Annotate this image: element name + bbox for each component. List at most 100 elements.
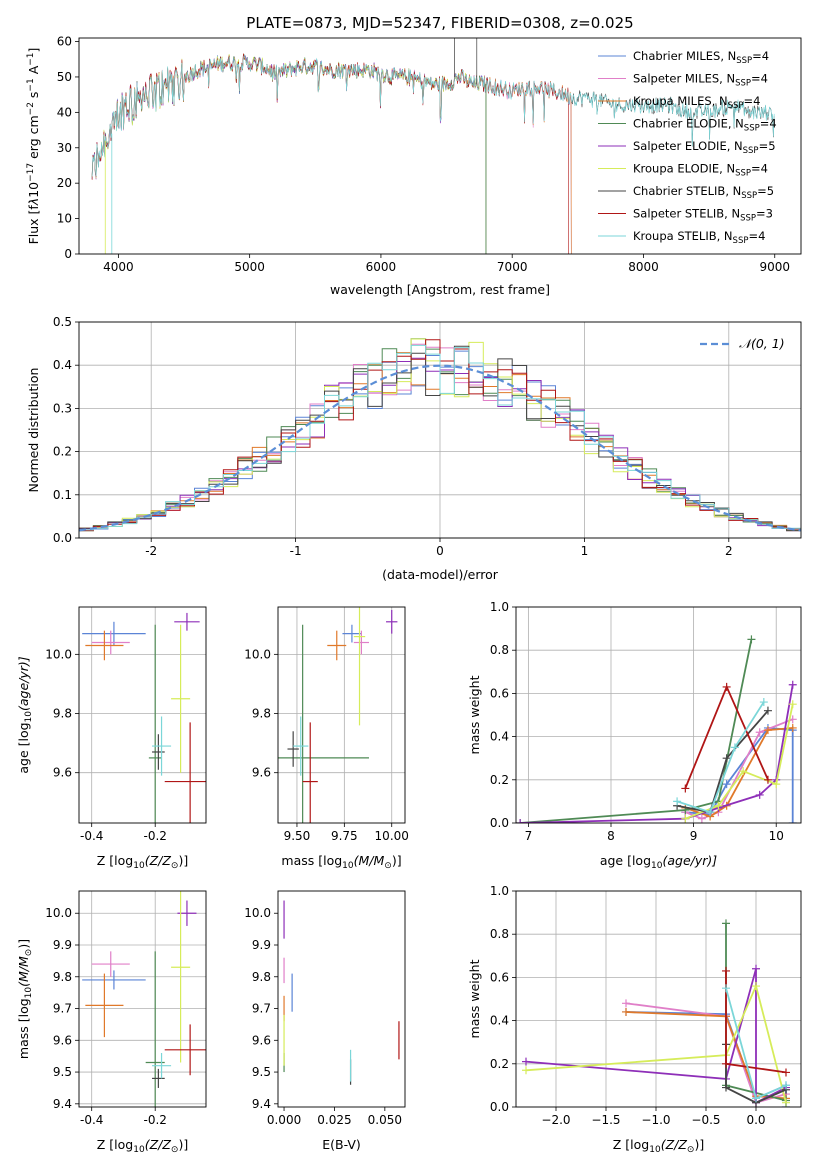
x-tick-label: −1.5 xyxy=(591,1113,620,1127)
y-tick-label: 0.4 xyxy=(490,1014,509,1028)
x-tick-label: 2 xyxy=(725,544,733,558)
plus-marker xyxy=(722,966,730,975)
y-tick-label: 9.8 xyxy=(53,707,72,721)
plot-area xyxy=(278,607,398,823)
x-tick-label: 5000 xyxy=(234,260,265,274)
legend-label: Chabrier STELIB, NSSP=5 xyxy=(633,184,774,201)
plus-marker xyxy=(714,801,723,810)
x-tick-label: -1 xyxy=(290,544,302,558)
y-tick-label: 0.2 xyxy=(53,445,72,459)
y-tick-label: 0.8 xyxy=(490,927,509,941)
y-tick-label: 9.9 xyxy=(252,938,271,952)
plus-marker xyxy=(788,723,797,732)
y-tick-label: 9.8 xyxy=(53,970,72,984)
x-tick-label: -0.2 xyxy=(143,829,166,843)
mass-vs-ebv-panel: 0.000 0.025 0.050 9.4 9.5 9.6 9.7 9.8 9.9 10.0 E(B… xyxy=(244,890,406,1152)
histogram-step xyxy=(79,344,801,538)
plus-marker xyxy=(722,919,730,928)
mass-weight-vs-age-panel: 7 8 9 10 0.0 0.2 0.4 0.6 0.8 1.0 age [log10(age/yr… xyxy=(467,600,802,871)
axes-frame xyxy=(277,606,406,824)
legend-label: Kroupa STELIB, NSSP=4 xyxy=(633,229,765,246)
y-axis-label: Normed distribution xyxy=(26,368,41,493)
y-tick-label: 9.8 xyxy=(252,970,271,984)
y-tick-label: 9.4 xyxy=(252,1097,271,1111)
plot-area xyxy=(283,900,400,1085)
mass-weight-line xyxy=(525,983,787,1103)
x-tick-label: 10.00 xyxy=(375,829,409,843)
plus-marker xyxy=(697,814,706,823)
y-tick-label: 1.0 xyxy=(490,600,509,614)
x-tick-label: 8000 xyxy=(628,260,659,274)
plus-marker xyxy=(782,1081,790,1090)
plus-marker xyxy=(752,1094,760,1103)
x-tick-label: −0.5 xyxy=(691,1113,720,1127)
plus-marker xyxy=(622,999,630,1008)
plus-marker xyxy=(722,1059,730,1068)
plot-area xyxy=(522,919,790,1107)
y-tick-label: 0.6 xyxy=(490,686,509,700)
axes-frame xyxy=(78,606,207,824)
x-tick-label: -2 xyxy=(145,544,157,558)
plot-area xyxy=(82,891,206,1107)
x-tick-label: 1 xyxy=(581,544,589,558)
plus-marker xyxy=(739,767,748,776)
plus-marker xyxy=(782,1068,790,1077)
plus-marker xyxy=(763,726,772,735)
mass-weight-line xyxy=(520,684,794,823)
x-tick-label: 0.050 xyxy=(368,1113,402,1127)
x-tick-label: 9.50 xyxy=(284,829,311,843)
x-tick-label: 0.0 xyxy=(746,1113,765,1127)
x-axis-label: E(B-V) xyxy=(322,1137,361,1152)
plus-marker xyxy=(706,808,715,817)
mass-weight-vs-metallicity-panel: −2.0 −1.5 −1.0 −0.5 0.0 0.0 0.2 0.4 0.6 0.8 1.0 Z [… xyxy=(467,884,802,1155)
y-axis-label: mass [log10(M/M⊙)] xyxy=(16,939,34,1059)
x-axis-label: mass [log10(M/M⊙)] xyxy=(281,853,401,871)
spectrum-line xyxy=(91,54,487,254)
x-tick-label: 0 xyxy=(436,544,444,558)
y-tick-label: 0.2 xyxy=(490,773,509,787)
y-tick-label: 10.0 xyxy=(45,906,72,920)
plus-marker xyxy=(788,819,797,823)
plus-marker xyxy=(763,775,772,784)
x-axis-label: Z [log10(Z/Z⊙)] xyxy=(613,1137,704,1155)
legend-label: Salpeter ELODIE, NSSP=5 xyxy=(633,139,776,156)
plus-marker xyxy=(788,700,797,709)
x-tick-label: 7000 xyxy=(497,260,528,274)
y-tick-label: 20 xyxy=(57,176,72,190)
spectrum-line xyxy=(91,54,487,254)
gaussian-curve xyxy=(79,364,801,532)
plus-marker xyxy=(782,1098,790,1107)
plus-marker xyxy=(722,754,731,763)
mass-weight-line xyxy=(520,639,753,823)
x-tick-label: 10 xyxy=(769,829,784,843)
y-tick-label: 0.3 xyxy=(53,401,72,415)
y-tick-label: 0.0 xyxy=(490,1100,509,1114)
spectrum-line xyxy=(91,55,775,177)
x-tick-label: 9 xyxy=(690,829,698,843)
mass-vs-metallicity-panel: -0.4 -0.2 9.4 9.5 9.6 9.7 9.8 9.9 10.0 Z [log10(Z… xyxy=(16,890,207,1155)
plot-area xyxy=(82,612,206,823)
y-tick-label: 9.9 xyxy=(53,938,72,952)
plot-area xyxy=(79,338,801,538)
plus-marker xyxy=(755,790,764,799)
plus-marker xyxy=(522,1057,530,1066)
x-tick-label: 6000 xyxy=(366,260,397,274)
legend-label: 𝒩(0, 1) xyxy=(739,336,785,351)
plus-marker xyxy=(516,819,525,823)
x-axis-label: Z [log10(Z/Z⊙)] xyxy=(97,853,188,871)
y-tick-label: 0.5 xyxy=(53,315,72,329)
plus-marker xyxy=(722,1083,730,1092)
y-tick-label: 10 xyxy=(57,212,72,226)
y-tick-label: 0 xyxy=(64,247,72,261)
x-tick-label: 0.000 xyxy=(267,1113,301,1127)
plus-marker xyxy=(752,964,760,973)
x-tick-label: 8 xyxy=(607,829,615,843)
y-tick-label: 10.0 xyxy=(45,647,72,661)
legend-label: Kroupa MILES, NSSP=4 xyxy=(633,94,760,111)
plus-marker xyxy=(622,1007,630,1016)
legend-label: Salpeter MILES, NSSP=4 xyxy=(633,72,768,89)
axes-frame xyxy=(78,321,802,539)
y-tick-label: 9.6 xyxy=(53,766,72,780)
figure-title: PLATE=0873, MJD=52347, FIBERID=0308, z=0… xyxy=(246,14,633,32)
